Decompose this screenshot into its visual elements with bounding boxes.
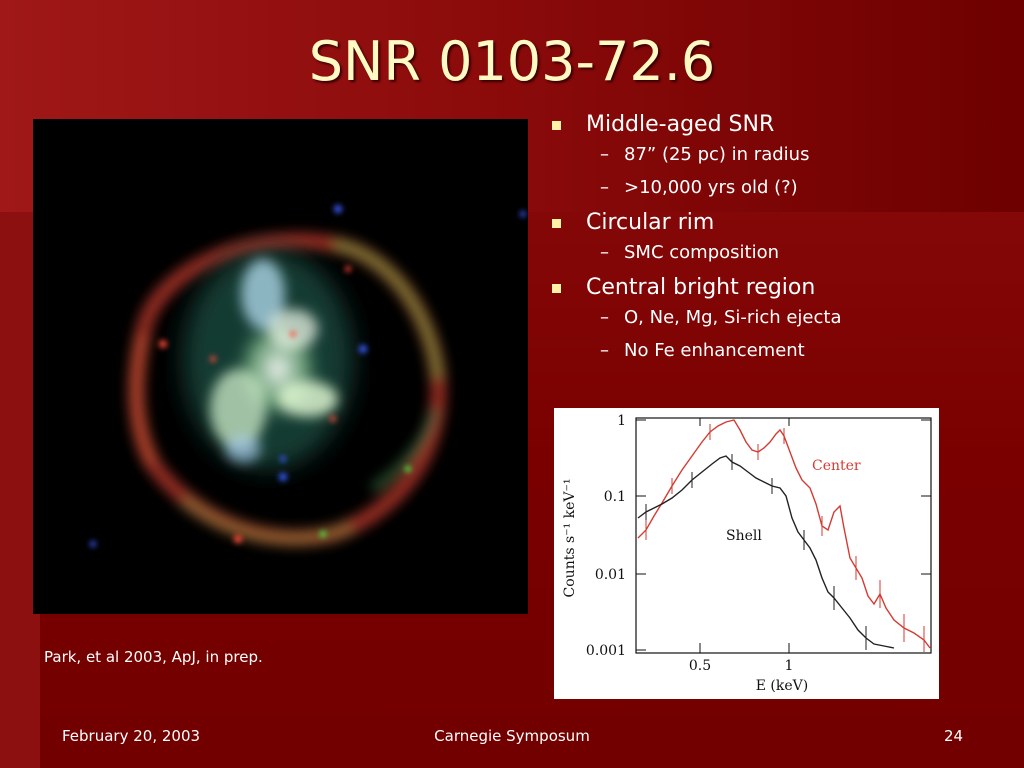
sub-bullet-item: – >10,000 yrs old (?) (548, 175, 1008, 201)
bullet-text: Middle-aged SNR (586, 112, 775, 137)
y-tick-label: 0.01 (595, 567, 626, 583)
bullet-marker-icon (552, 121, 561, 130)
footer-page-number: 24 (944, 727, 964, 745)
dash-icon: – (600, 340, 609, 361)
shell-series-label: Shell (726, 528, 762, 544)
sub-bullet-item: – No Fe enhancement (548, 338, 1008, 364)
dash-icon: – (600, 177, 609, 198)
dash-icon: – (600, 144, 609, 165)
x-tick-label: 1 (785, 658, 794, 674)
shell-spectrum-line (637, 455, 895, 649)
footer-event: Carnegie Symposum (434, 727, 590, 745)
plot-frame (635, 417, 932, 654)
center-series-label: Center (812, 458, 861, 474)
sub-bullet-item: – 87” (25 pc) in radius (548, 142, 1008, 168)
sub-bullet-item: – SMC composition (548, 240, 1008, 266)
snr-xray-image (33, 119, 528, 614)
center-spectrum-line (637, 419, 931, 649)
image-credit: Park, et al 2003, ApJ, in prep. (44, 648, 263, 666)
bullet-text: Central bright region (586, 275, 816, 300)
y-axis-label: Counts s⁻¹ keV⁻¹ (562, 479, 578, 598)
slide-title: SNR 0103-72.6 (308, 30, 716, 93)
x-tick-label: 0.5 (689, 658, 711, 674)
sub-bullet-text: SMC composition (624, 242, 779, 263)
sub-bullet-item: – O, Ne, Mg, Si-rich ejecta (548, 305, 1008, 331)
sub-bullet-text: 87” (25 pc) in radius (624, 144, 810, 165)
sub-bullet-text: >10,000 yrs old (?) (624, 177, 798, 198)
bullet-item: Central bright region (548, 273, 1008, 303)
bullet-list: Middle-aged SNR – 87” (25 pc) in radius … (548, 110, 1008, 371)
bullet-marker-icon (552, 219, 561, 228)
sub-bullet-text: No Fe enhancement (624, 340, 805, 361)
bullet-item: Middle-aged SNR (548, 110, 1008, 140)
spectrum-figure: 1 0.1 0.01 0.001 0.5 1 E (keV) Counts s⁻… (554, 408, 939, 699)
y-tick-label: 0.1 (604, 489, 626, 505)
bullet-marker-icon (552, 284, 561, 293)
y-tick-label: 1 (617, 413, 626, 429)
sub-bullet-text: O, Ne, Mg, Si-rich ejecta (624, 307, 842, 328)
dash-icon: – (600, 307, 609, 328)
x-axis-label: E (keV) (756, 678, 808, 694)
y-tick-label: 0.001 (586, 643, 626, 659)
bullet-item: Circular rim (548, 208, 1008, 238)
bullet-text: Circular rim (586, 210, 715, 235)
footer-date: February 20, 2003 (62, 727, 201, 745)
dash-icon: – (600, 242, 609, 263)
